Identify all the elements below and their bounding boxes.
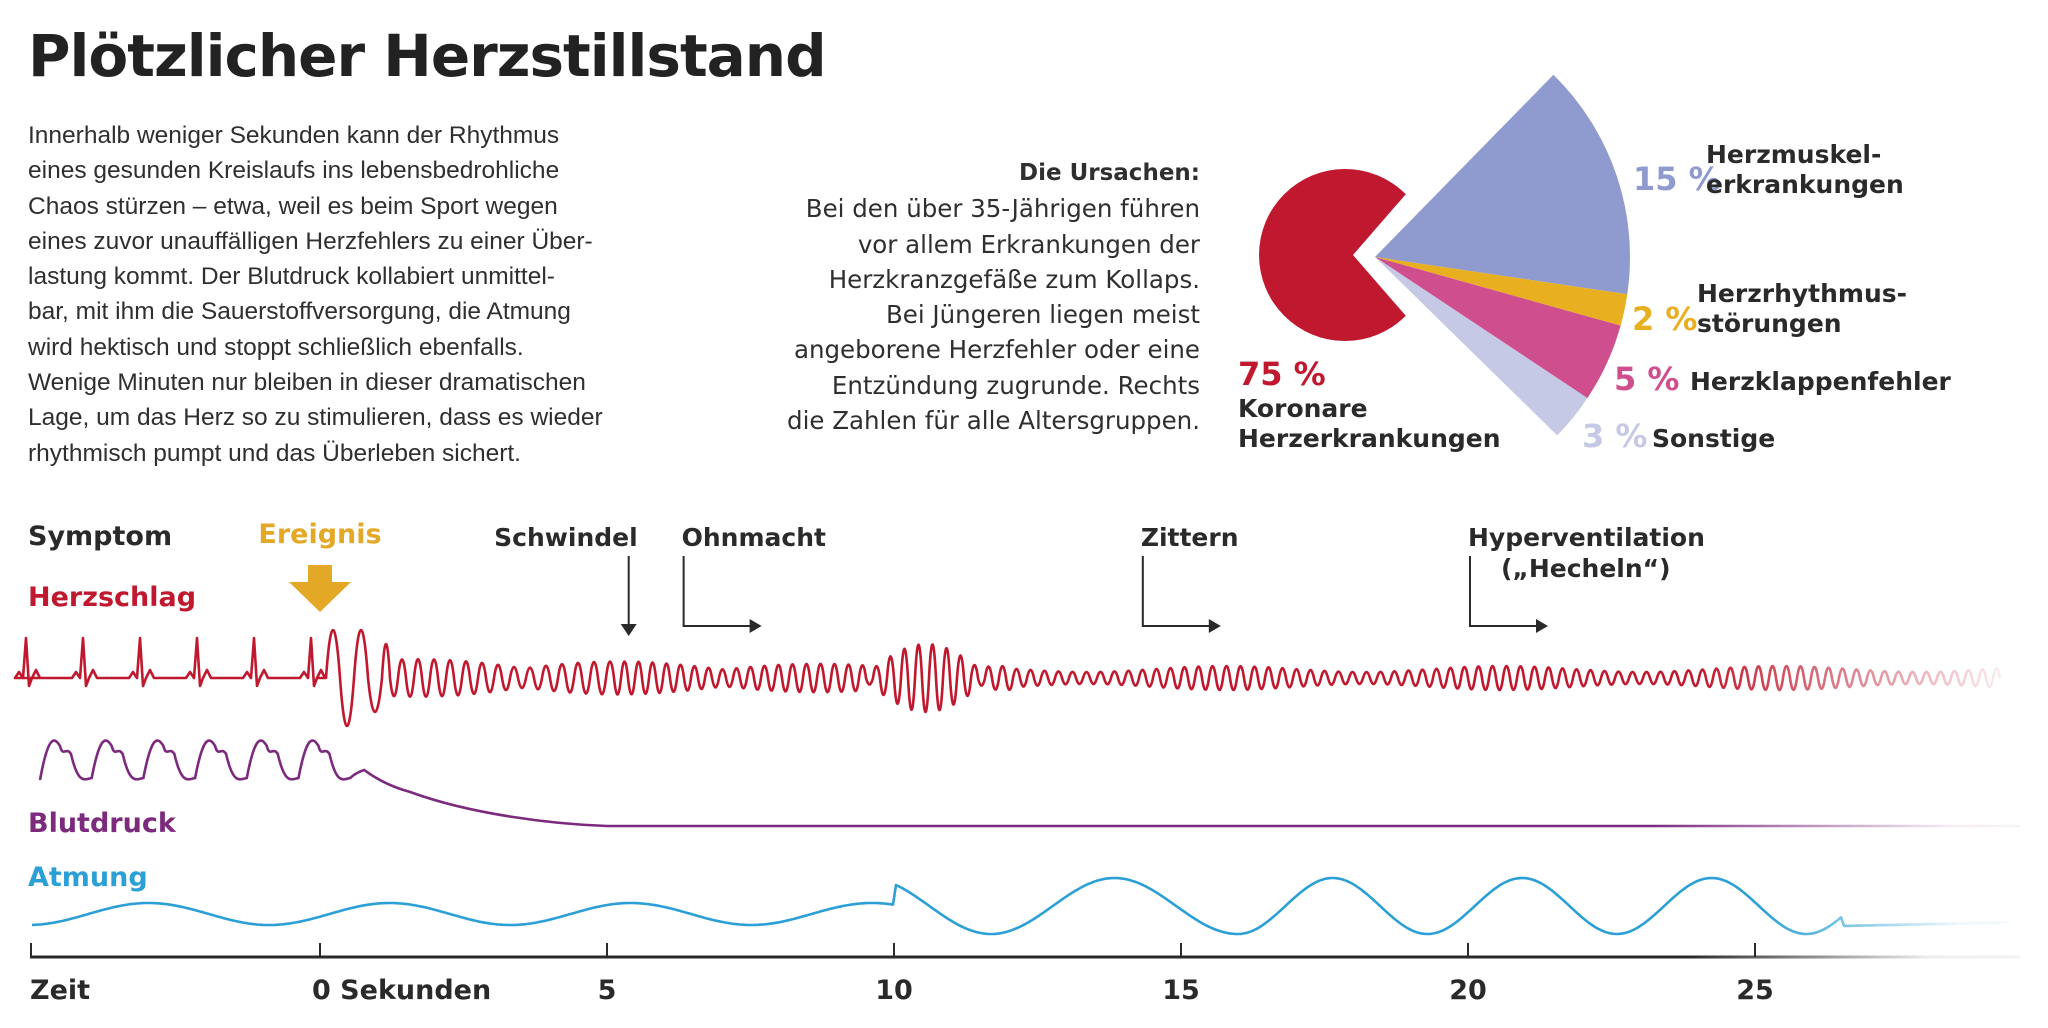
symptom-arrow-line bbox=[682, 556, 752, 627]
symptom-arrow-line bbox=[1469, 556, 1538, 627]
pie-label-rhythmus: störungen bbox=[1697, 309, 1842, 338]
symptom-label-sub: („Hecheln“) bbox=[1501, 554, 1671, 583]
causes-line: Bei Jüngeren liegen meist bbox=[885, 300, 1200, 330]
pie-value-koronare: 75 % bbox=[1238, 355, 1326, 393]
causes-line: Bei den über 35-Jährigen führen bbox=[805, 194, 1200, 224]
causes-heading: Die Ursachen: bbox=[1019, 160, 1200, 186]
symptom-arrow-down-icon bbox=[620, 624, 637, 636]
symptom-arrow-right-icon bbox=[1208, 619, 1221, 633]
pie-label-rhythmus: Herzrhythmus- bbox=[1697, 279, 1907, 308]
x-tick-label: 25 bbox=[1736, 975, 1774, 1006]
x-tick-label: 5 bbox=[598, 975, 617, 1006]
pie-slice-rhythmus bbox=[1375, 257, 1628, 326]
series-line-herzschlag bbox=[13, 628, 2002, 728]
x-tick-label: 0 Sekunden bbox=[312, 975, 491, 1006]
pie-value-sonstige: 3 % bbox=[1582, 417, 1647, 455]
pie-value-rhythmus: 2 % bbox=[1632, 300, 1697, 338]
intro-line: eines gesunden Kreislaufs ins lebensbedr… bbox=[28, 157, 560, 185]
intro-line: Wenige Minuten nur bleiben in dieser dra… bbox=[28, 369, 586, 397]
intro-line: rhythmisch pumpt und das Überleben siche… bbox=[28, 439, 521, 467]
series-line-blutdruck bbox=[38, 739, 2020, 828]
x-tick-label: 15 bbox=[1162, 975, 1200, 1006]
causes-pie-chart bbox=[1259, 74, 1630, 436]
pie-value-klappen: 5 % bbox=[1614, 360, 1679, 398]
symptom-label: Ohnmacht bbox=[682, 523, 826, 552]
intro-line: bar, mit ihm die Sauerstoffversorgung, d… bbox=[28, 298, 571, 326]
causes-line: angeborene Herzfehler oder eine bbox=[793, 335, 1200, 365]
event-arrow-icon bbox=[289, 565, 351, 612]
pie-label-herzmuskel: erkrankungen bbox=[1706, 170, 1904, 199]
intro-line: Lage, um das Herz so zu stimulieren, das… bbox=[28, 404, 603, 432]
pie-label-sonstige: Sonstige bbox=[1652, 424, 1775, 453]
causes-line: Entzündung zugrunde. Rechts bbox=[831, 370, 1200, 400]
pie-slice-koronare bbox=[1259, 168, 1406, 341]
timeline-chart: Symptom Herzschlag Blutdruck Atmung Ereignis… bbox=[13, 519, 2020, 1006]
pie-label-herzmuskel: Herzmuskel- bbox=[1706, 140, 1881, 169]
x-tick-label: 20 bbox=[1449, 975, 1487, 1006]
pie-value-herzmuskel: 15 % bbox=[1633, 160, 1721, 198]
series-label-atmung: Atmung bbox=[28, 862, 148, 893]
symptom-arrow-right-icon bbox=[1536, 619, 1548, 633]
symptom-label: Zittern bbox=[1141, 523, 1239, 552]
causes-line: vor allem Erkrankungen der bbox=[857, 229, 1200, 259]
series-label-herzschlag: Herzschlag bbox=[28, 582, 196, 613]
symptom-arrow-line bbox=[1141, 556, 1211, 627]
intro-line: Chaos stürzen – etwa, weil es beim Sport… bbox=[28, 192, 558, 220]
causes-line: Herzkranzgefäße zum Kollaps. bbox=[828, 264, 1200, 294]
intro-line: eines zuvor unauffälligen Herzfehlers zu… bbox=[28, 227, 593, 255]
pie-slice-klappen bbox=[1375, 257, 1621, 399]
pie-slice-sonstige bbox=[1375, 257, 1588, 436]
pie-label-koronare: Herzerkrankungen bbox=[1238, 424, 1501, 453]
symptom-arrow-right-icon bbox=[749, 619, 762, 633]
page-title: Plötzlicher Herzstillstand bbox=[28, 22, 827, 90]
intro-line: wird hektisch und stoppt schließlich ebe… bbox=[28, 333, 524, 361]
pie-slice-herzmuskel bbox=[1375, 74, 1630, 295]
pie-label-koronare: Koronare bbox=[1238, 394, 1368, 423]
intro-line: lastung kommt. Der Blutdruck kollabiert … bbox=[28, 263, 555, 291]
x-tick-label: 10 bbox=[875, 975, 913, 1006]
series-line-atmung bbox=[31, 876, 2010, 936]
causes-text: Die Ursachen: Bei den über 35-Jährigen f… bbox=[740, 156, 1200, 438]
causes-line: die Zahlen für alle Altersgruppen. bbox=[787, 406, 1200, 436]
symptom-label: Schwindel bbox=[494, 523, 638, 552]
x-axis-label: Zeit bbox=[30, 975, 90, 1006]
symptom-label: Hyperventilation bbox=[1468, 523, 1705, 552]
row-header-symptom: Symptom bbox=[28, 521, 172, 552]
pie-label-klappen: Herzklappenfehler bbox=[1690, 367, 1952, 396]
intro-line: Innerhalb weniger Sekunden kann der Rhyt… bbox=[28, 122, 560, 149]
intro-paragraph: Innerhalb weniger Sekunden kann der Rhyt… bbox=[28, 118, 728, 471]
event-label: Ereignis bbox=[258, 519, 381, 550]
series-label-blutdruck: Blutdruck bbox=[28, 808, 177, 839]
